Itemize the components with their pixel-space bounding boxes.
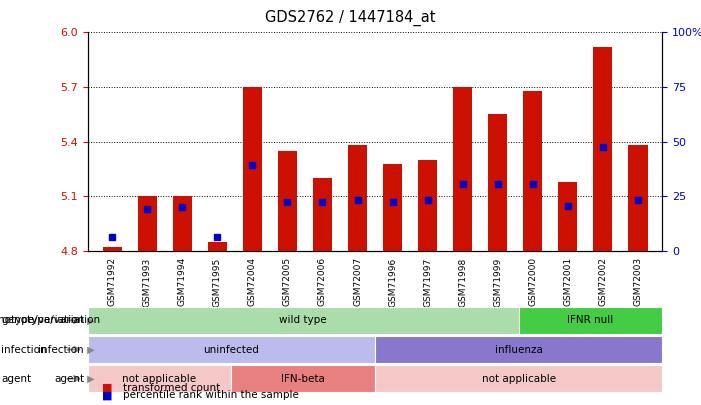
Text: IFN-beta: IFN-beta [281,374,325,384]
Text: ▶: ▶ [84,315,95,325]
Bar [137,196,157,251]
Text: infection: infection [1,345,47,354]
Bar [558,182,578,251]
Text: genotype/variation: genotype/variation [0,315,84,325]
Text: agent: agent [54,374,84,384]
Bar [488,115,508,251]
Bar [88,365,231,392]
Bar [375,336,662,363]
Bar [313,178,332,251]
Text: percentile rank within the sample: percentile rank within the sample [123,390,299,400]
Bar [88,307,519,334]
Bar [207,242,227,251]
Bar [231,365,375,392]
Text: uninfected: uninfected [203,345,259,354]
Bar [593,47,613,251]
Bar [523,91,543,251]
Bar [383,164,402,251]
Bar [519,307,662,334]
Text: ■: ■ [102,383,112,393]
Bar [628,145,648,251]
Bar [243,87,262,251]
Text: GDS2762 / 1447184_at: GDS2762 / 1447184_at [265,10,436,26]
Text: agent: agent [1,374,32,384]
Text: transformed count: transformed count [123,383,220,393]
Text: ▶: ▶ [84,374,95,384]
Text: ▶: ▶ [84,345,95,354]
Bar [278,151,297,251]
Text: wild type: wild type [280,315,327,325]
Bar [172,196,192,251]
Text: IFNR null: IFNR null [568,315,613,325]
Text: influenza: influenza [495,345,543,354]
Bar [102,247,122,251]
Bar [348,145,367,251]
Text: not applicable: not applicable [482,374,556,384]
Bar [375,365,662,392]
Bar [418,160,437,251]
Text: not applicable: not applicable [123,374,196,384]
Bar [453,87,472,251]
Bar [88,336,375,363]
Text: ■: ■ [102,390,112,400]
Text: genotype/variation: genotype/variation [1,315,100,325]
Text: infection: infection [39,345,84,354]
